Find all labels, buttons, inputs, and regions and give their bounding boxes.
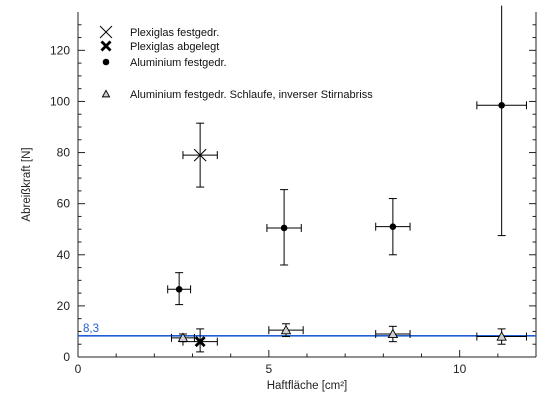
- legend-marker: [99, 25, 113, 39]
- legend-label: Aluminium festgedr.: [130, 57, 227, 69]
- reference-line-label: 8,3: [83, 323, 99, 335]
- data-point: [182, 328, 218, 353]
- legend-label: Aluminium festgedr. Schlaufe, inverser S…: [130, 89, 373, 101]
- data-marker: [280, 324, 292, 335]
- y-tick-label: 80: [57, 146, 71, 160]
- data-marker: [194, 336, 206, 348]
- data-point: [375, 198, 411, 256]
- data-point: [171, 332, 195, 343]
- data-marker: [280, 224, 288, 232]
- y-tick-label: 120: [50, 43, 70, 57]
- legend-marker-stroke: [99, 25, 113, 39]
- legend-marker-stroke: [100, 40, 112, 52]
- legend-label: Plexiglas festgedr.: [130, 27, 219, 39]
- x-tick-label: 5: [265, 362, 272, 376]
- y-tick-label: 60: [57, 197, 71, 211]
- legend-label: Plexiglas abgelegt: [130, 41, 219, 53]
- data-point: [268, 323, 304, 338]
- data-point: [375, 325, 411, 343]
- chart-axes: 0 20 40 60 80 100 120 0 5 10: [50, 12, 537, 376]
- y-tick-label: 40: [57, 248, 71, 262]
- series-1: [182, 328, 218, 353]
- data-marker-stroke: [194, 336, 206, 348]
- legend-item: Aluminium festgedr.: [102, 57, 227, 69]
- chart-legend: Plexiglas festgedr. Plexiglas abgelegt Alu…: [99, 25, 373, 101]
- series-3: [171, 323, 527, 345]
- data-marker: [389, 223, 397, 230]
- data-marker: [387, 328, 399, 339]
- series-0: [182, 122, 218, 188]
- data-marker: [498, 101, 505, 109]
- data-marker-stroke: [193, 148, 207, 162]
- legend-marker: [100, 40, 112, 52]
- reference-line-group: 8,3: [78, 323, 536, 337]
- data-marker: [175, 285, 183, 293]
- data-point: [476, 328, 527, 345]
- y-tick-label: 0: [63, 350, 70, 364]
- series-2: [167, 5, 527, 306]
- data-marker: [177, 332, 189, 342]
- y-tick-label: 20: [57, 299, 71, 313]
- legend-item: Plexiglas festgedr.: [99, 25, 219, 39]
- legend-item: Plexiglas abgelegt: [100, 40, 219, 53]
- data-point: [476, 5, 527, 237]
- legend-marker: [101, 89, 111, 98]
- data-point: [266, 189, 302, 266]
- legend-marker: [102, 58, 110, 66]
- data-marker: [193, 148, 207, 162]
- data-marker: [496, 331, 507, 341]
- data-point: [182, 122, 218, 188]
- legend-item: Aluminium festgedr. Schlaufe, inverser S…: [101, 89, 373, 101]
- x-tick-label: 0: [75, 362, 82, 376]
- chart-marks: [167, 5, 527, 353]
- x-axis-label: Haftfläche [cm²]: [267, 380, 348, 392]
- data-point: [167, 272, 192, 306]
- y-axis-label: Abreißkraft [N]: [21, 147, 33, 221]
- x-tick-label: 10: [453, 362, 467, 376]
- y-tick-label: 100: [50, 94, 70, 108]
